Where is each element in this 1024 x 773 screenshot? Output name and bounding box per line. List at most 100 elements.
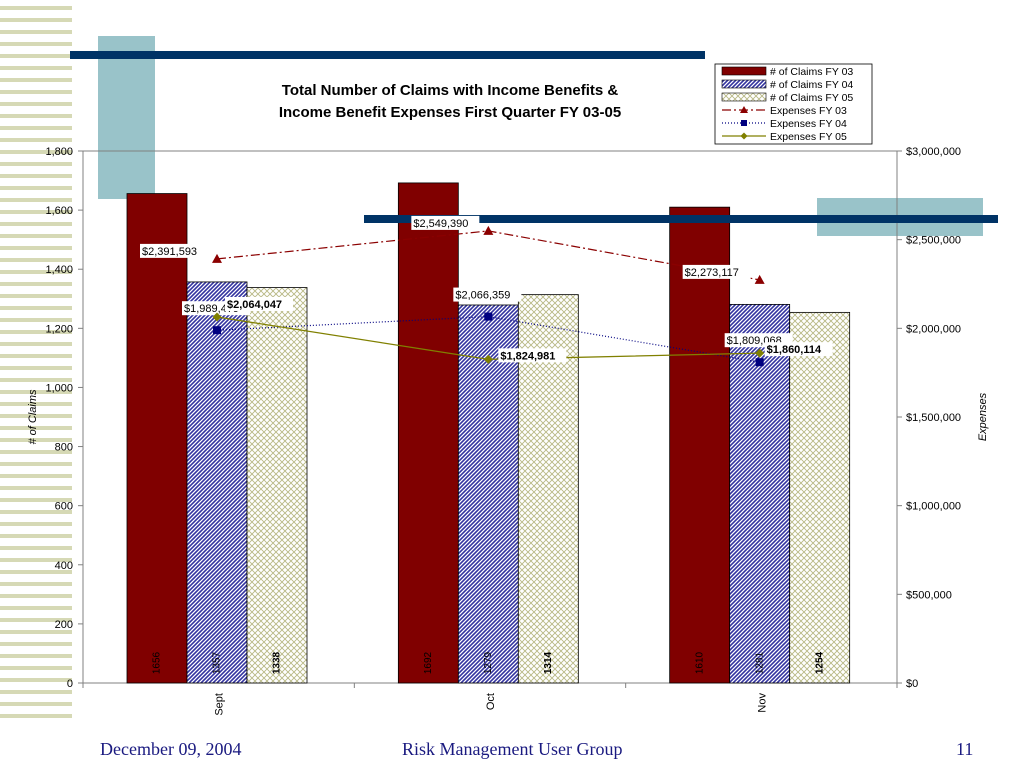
marker-square: [213, 326, 221, 335]
footer-page-number: 11: [956, 739, 974, 759]
stripe: [0, 594, 72, 598]
stripe: [0, 306, 72, 310]
y-tick-label: 0: [67, 678, 73, 690]
data-label: $1,860,114: [767, 344, 822, 356]
data-label-bg: [225, 296, 293, 311]
bar-1-nov: [669, 206, 731, 684]
stripe: [0, 222, 72, 226]
navy-bar-middle: [364, 215, 998, 223]
y-tick-label: 1,800: [45, 146, 73, 158]
stripe: [0, 714, 72, 718]
data-label: $1,824,981: [500, 350, 555, 362]
data-label-bg: [453, 287, 522, 302]
legend-swatch-bar: [721, 79, 767, 89]
expense-line-2: [216, 315, 760, 363]
marker-triangle: [754, 274, 765, 284]
stripe: [0, 174, 72, 178]
legend-label: Expenses FY 05: [770, 131, 847, 143]
stripe: [0, 426, 72, 430]
stripe: [0, 354, 72, 358]
stripe: [0, 546, 72, 550]
stripe: [0, 438, 72, 442]
y2-tick-label: $2,000,000: [906, 323, 961, 335]
bar-label: 1656: [152, 651, 163, 674]
stripe: [0, 330, 72, 334]
stripe: [0, 126, 72, 130]
stripe: [0, 474, 72, 478]
legend-marker: [740, 132, 748, 140]
stripe: [0, 150, 72, 154]
teal-block-left: [98, 36, 155, 199]
chart-title-line1: Total Number of Claims with Income Benef…: [282, 82, 619, 99]
stripe: [0, 462, 72, 466]
marker-diamond: [212, 312, 222, 322]
stripe: [0, 378, 72, 382]
data-label-bg: [764, 342, 833, 357]
marker-square: [755, 358, 764, 367]
y-tick-label: 200: [55, 619, 73, 631]
bar-label: 1692: [423, 651, 434, 674]
stripe: [0, 90, 72, 94]
y-tick-label: 800: [55, 442, 73, 454]
data-label-bg: [411, 215, 480, 230]
stripe: [0, 30, 72, 34]
stripe: [0, 270, 72, 274]
legend-swatch-bar: [721, 92, 767, 102]
data-label-bg: [498, 348, 567, 363]
stripe: [0, 138, 72, 142]
bar-1-oct: [397, 182, 459, 684]
axes-layer: 0 200 400 600 800 1,000 1,200 1,400 1,600 1,800 $0…: [45, 146, 961, 716]
x-tick-label: Oct: [485, 693, 497, 710]
data-label: $2,549,390: [413, 218, 468, 230]
y-axis-title: # of Claims: [27, 389, 39, 445]
data-label: $2,391,593: [142, 246, 197, 258]
decorative-stripes: [0, 6, 72, 718]
bar-3-nov: [789, 311, 851, 684]
bar-1-sept: [126, 193, 188, 684]
bar-label: 1610: [694, 651, 705, 674]
marker-triangle: [212, 253, 222, 263]
stripe: [0, 294, 72, 298]
bar-3-sept: [246, 287, 308, 684]
bars-layer: 1656 1692 1610 1357 1279 1281 1338 1314 1254: [126, 182, 851, 684]
stripe: [0, 570, 72, 574]
stripe: [0, 258, 72, 262]
stripe: [0, 678, 72, 682]
bar-label: 1357: [212, 651, 223, 674]
stripe: [0, 402, 72, 406]
legend: # of Claims FY 03# of Claims FY 04# of C…: [714, 63, 873, 145]
data-label-bg: [682, 264, 751, 279]
stripe: [0, 534, 72, 538]
stripe: [0, 198, 72, 202]
bar-label: 1338: [272, 651, 283, 674]
stripe: [0, 366, 72, 370]
legend-swatch-bar: [721, 66, 767, 76]
y-tick-label: 600: [55, 501, 73, 513]
legend-box: [714, 63, 873, 145]
stripe: [0, 102, 72, 106]
marker-diamond: [483, 354, 493, 364]
stripe: [0, 54, 72, 58]
stripe: [0, 390, 72, 394]
marker-triangle: [483, 225, 494, 235]
y-tick-label: 400: [55, 560, 73, 572]
y-tick-label: 1,400: [45, 264, 73, 276]
legend-label: Expenses FY 04: [770, 118, 847, 130]
stripe: [0, 702, 72, 706]
legend-label: Expenses FY 03: [770, 105, 847, 117]
stripe: [0, 642, 72, 646]
stripe: [0, 6, 72, 10]
stripe: [0, 414, 72, 418]
y2-tick-label: $3,000,000: [906, 146, 961, 158]
chart-title-line2: Income Benefit Expenses First Quarter FY…: [279, 104, 621, 121]
stripe: [0, 630, 72, 634]
stripe: [0, 606, 72, 610]
legend-marker: [741, 120, 747, 126]
stripe: [0, 42, 72, 46]
legend-label: # of Claims FY 04: [770, 79, 853, 91]
stripe: [0, 498, 72, 502]
x-tick-label: Sept: [214, 693, 226, 716]
stripe: [0, 18, 72, 22]
y2-tick-label: $0: [906, 678, 918, 690]
footer-title: Risk Management User Group: [402, 739, 623, 759]
